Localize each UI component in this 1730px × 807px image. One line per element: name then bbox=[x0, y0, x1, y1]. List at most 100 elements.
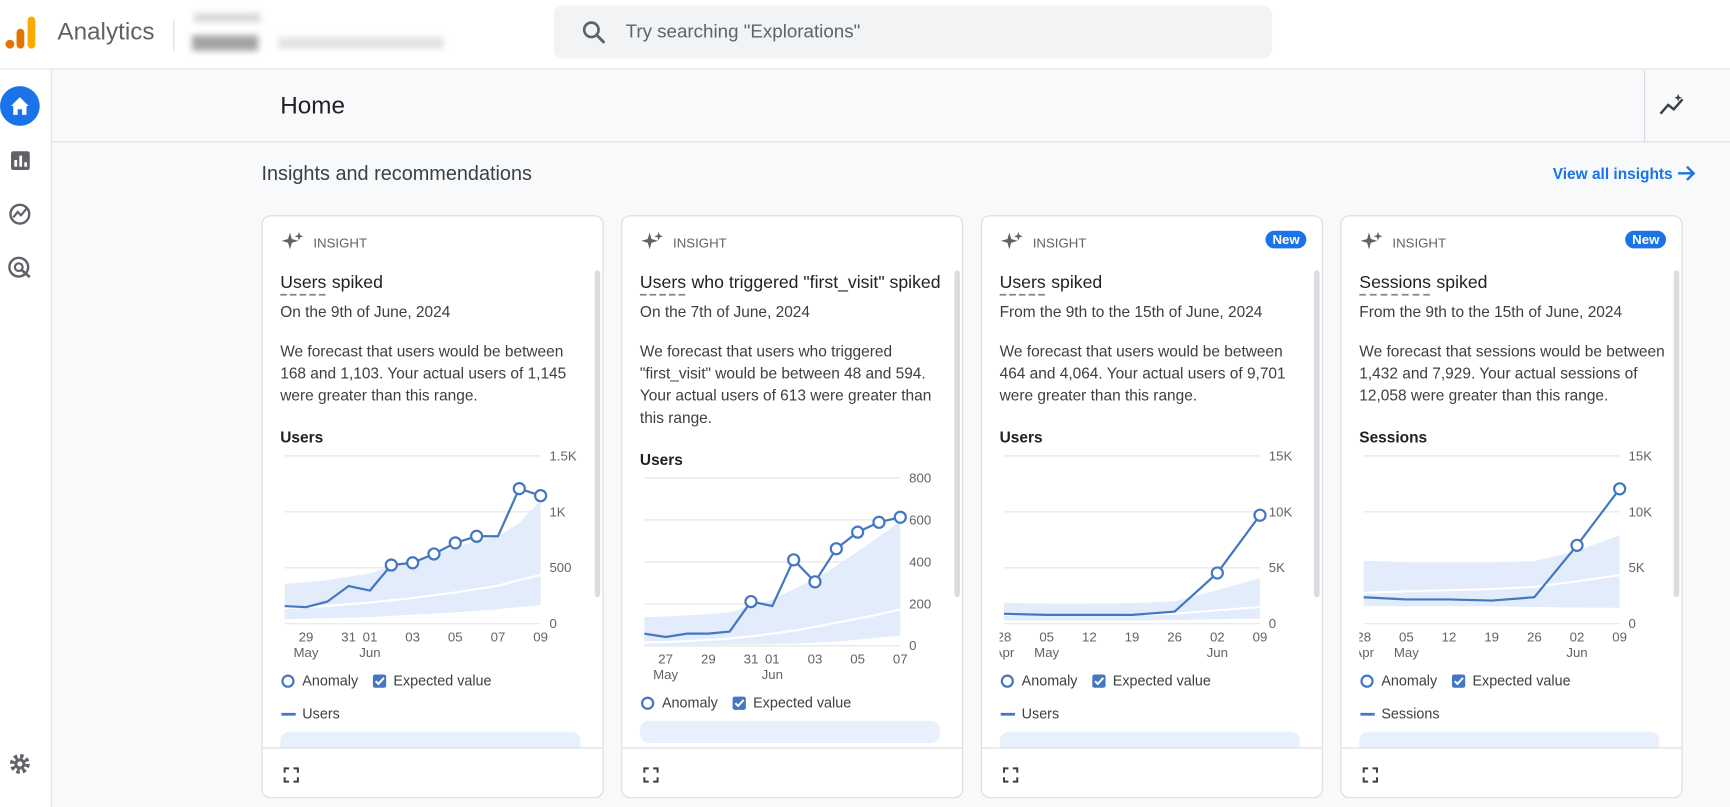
nav-home[interactable] bbox=[0, 86, 40, 126]
x-tick-label: 31 bbox=[341, 629, 356, 644]
card-body: We forecast that users who triggered "fi… bbox=[639, 342, 932, 427]
title-rest: spiked bbox=[1436, 273, 1488, 293]
insight-tag: INSIGHT bbox=[673, 235, 727, 251]
y-tick-label: 0 bbox=[909, 638, 916, 653]
expected-range bbox=[1363, 535, 1620, 608]
x-month-label: Apr bbox=[1000, 645, 1015, 660]
legend-item: Sessions bbox=[1359, 703, 1440, 725]
card-body: We forecast that users would be between … bbox=[999, 342, 1286, 405]
x-tick-label: 05 bbox=[448, 629, 463, 644]
nav-explore[interactable] bbox=[9, 203, 31, 225]
legend-label: Anomaly bbox=[1021, 672, 1078, 689]
expand-corners bbox=[283, 767, 299, 783]
legend-item: Users bbox=[1000, 703, 1060, 725]
sparkle bbox=[1360, 232, 1378, 250]
x-month-label: May bbox=[293, 645, 318, 660]
expand-icon[interactable] bbox=[282, 766, 300, 784]
x-month-label: Jun bbox=[359, 645, 380, 660]
y-tick-label: 0 bbox=[1629, 616, 1636, 631]
expected-line bbox=[284, 573, 541, 610]
y-tick-label: 500 bbox=[549, 560, 571, 575]
expand-icon[interactable] bbox=[642, 766, 660, 784]
page-title: Home bbox=[280, 91, 345, 120]
legend-icon bbox=[1000, 712, 1016, 716]
anomaly-marker bbox=[406, 556, 420, 570]
x-tick-label: 05 bbox=[850, 651, 865, 666]
legend-icon bbox=[1451, 674, 1465, 688]
card-footer bbox=[1341, 747, 1682, 797]
legend-expected-icon bbox=[372, 674, 386, 688]
y-tick-label: 5K bbox=[1629, 560, 1645, 575]
insights-button[interactable] bbox=[1643, 69, 1730, 142]
anomaly-marker bbox=[1253, 508, 1267, 522]
nav-reports[interactable] bbox=[11, 151, 30, 171]
sparkle-icon bbox=[1360, 231, 1383, 250]
sparkle bbox=[1000, 232, 1018, 250]
cut-button bbox=[1359, 731, 1660, 748]
legend-expected-icon bbox=[1091, 674, 1106, 688]
title-term: Users bbox=[280, 273, 327, 293]
chart-title: Users bbox=[280, 428, 324, 447]
x-month-label: Jun bbox=[1207, 645, 1228, 660]
y-tick-label: 15K bbox=[1629, 448, 1653, 463]
legend-item: Expected value bbox=[1091, 670, 1211, 692]
sparkle bbox=[294, 231, 304, 241]
title-term: Sessions bbox=[1359, 273, 1431, 293]
anomaly-marker bbox=[744, 594, 758, 609]
link-text[interactable]: View all insights bbox=[1552, 164, 1673, 183]
card-body: We forecast that sessions would be betwe… bbox=[1359, 342, 1665, 405]
expected-range bbox=[644, 521, 901, 645]
insight-tag: INSIGHT bbox=[313, 235, 368, 251]
x-tick-label: 07 bbox=[491, 629, 506, 644]
legend-expected-icon bbox=[1451, 674, 1465, 688]
card-inner: INSIGHT Sessions spiked From the 9th to the… bbox=[1342, 216, 1666, 748]
sparkle-icon bbox=[281, 231, 304, 250]
card-content: INSIGHT Users spiked On the 9th of June, 20… bbox=[263, 216, 603, 748]
legend-row: Anomaly Expected value bbox=[1359, 670, 1666, 692]
x-tick-label: 29 bbox=[701, 651, 716, 666]
x-tick-label: 12 bbox=[1442, 629, 1457, 644]
nav-settings[interactable] bbox=[9, 754, 30, 774]
anomaly-marker bbox=[872, 515, 886, 529]
view-all-link[interactable]: View all insights bbox=[1553, 164, 1697, 182]
anomaly-marker bbox=[893, 510, 907, 524]
legend-label: Expected value bbox=[1472, 672, 1571, 689]
y-tick-label: 600 bbox=[909, 512, 931, 527]
chart-title: Users bbox=[639, 450, 683, 469]
title-term: Users bbox=[639, 273, 687, 293]
section-title: Insights and recommendations bbox=[261, 162, 532, 185]
card-content: INSIGHT Users who triggered "first_visit" … bbox=[622, 216, 962, 747]
legend-item: Expected value bbox=[1450, 670, 1571, 692]
x-tick-label: 09 bbox=[1612, 629, 1627, 644]
anomaly-marker bbox=[470, 529, 484, 543]
y-tick-label: 800 bbox=[909, 470, 931, 485]
card-inner: INSIGHT Users who triggered "first_visit" … bbox=[622, 216, 946, 743]
expand-icon[interactable] bbox=[1002, 766, 1020, 784]
legend-row: Sessions bbox=[1359, 703, 1666, 725]
legend-row: Users bbox=[1000, 703, 1307, 725]
legend-label: Users bbox=[1021, 705, 1060, 722]
cut-button bbox=[280, 731, 581, 748]
expand-icon[interactable] bbox=[1361, 766, 1379, 784]
legend-label: Users bbox=[302, 705, 340, 722]
x-month-label: Jun bbox=[762, 667, 783, 682]
anomaly-marker bbox=[448, 536, 462, 550]
card-inner: INSIGHT Users spiked On the 9th of June, 20… bbox=[263, 216, 587, 748]
check bbox=[734, 699, 744, 708]
x-tick-label: 03 bbox=[405, 629, 420, 644]
x-tick-label: 31 bbox=[744, 651, 759, 666]
x-tick-label: 02 bbox=[1210, 629, 1225, 644]
y-tick-label: 1.5K bbox=[549, 448, 576, 463]
divider bbox=[173, 19, 175, 51]
legend-label: Expected value bbox=[393, 672, 492, 689]
search-bar[interactable]: Try searching "Explorations" bbox=[553, 5, 1273, 59]
legend-item: Anomaly bbox=[640, 692, 718, 714]
trend-icon bbox=[1659, 93, 1684, 115]
legend-icon bbox=[732, 696, 746, 710]
nav-advertising[interactable] bbox=[8, 256, 31, 279]
tag-row: INSIGHT bbox=[280, 230, 587, 256]
legend-icon bbox=[1360, 674, 1374, 688]
y-tick-label: 0 bbox=[549, 616, 556, 631]
legend-expected-icon bbox=[732, 696, 746, 710]
card-title: Users who triggered "first_visit" spiked bbox=[640, 270, 947, 296]
